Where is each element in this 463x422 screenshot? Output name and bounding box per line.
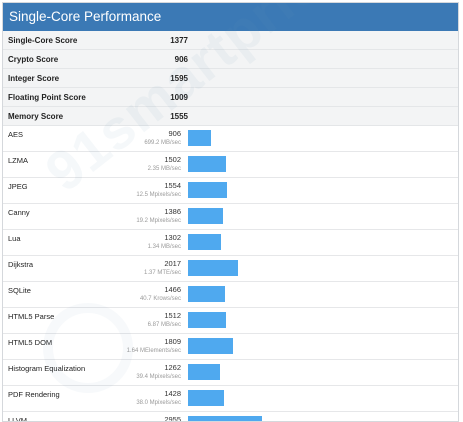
benchmark-name: HTML5 Parse <box>8 312 55 321</box>
benchmark-bar <box>188 312 226 328</box>
benchmark-row: Canny 1386 19.2 Mpixels/sec <box>3 204 458 230</box>
benchmark-score: 1386 <box>164 207 181 216</box>
benchmark-bar <box>188 130 211 146</box>
benchmark-row: HTML5 DOM 1809 1.64 MElements/sec <box>3 334 458 360</box>
benchmark-rate: 699.2 MB/sec <box>144 140 181 146</box>
benchmark-rate: 1.64 MElements/sec <box>126 348 181 354</box>
benchmark-score: 1502 <box>164 155 181 164</box>
benchmark-rate: 6.87 MB/sec <box>147 322 181 328</box>
summary-value: 1555 <box>170 111 188 121</box>
benchmark-name: JPEG <box>8 182 28 191</box>
summary-value: 1009 <box>170 92 188 102</box>
summary-row: Crypto Score 906 <box>3 50 458 69</box>
summary-value: 906 <box>174 54 188 64</box>
benchmark-name: SQLite <box>8 286 31 295</box>
summary-table: Single-Core Score 1377 Crypto Score 906 Inte… <box>3 31 458 126</box>
summary-label: Single-Core Score <box>8 35 78 45</box>
benchmark-name: AES <box>8 130 24 139</box>
benchmark-score: 1302 <box>164 233 181 242</box>
benchmark-row: PDF Rendering 1428 38.0 Mpixels/sec <box>3 386 458 412</box>
benchmark-bar <box>188 338 233 354</box>
benchmark-row: LLVM2955203.2 functions/sec <box>3 412 458 422</box>
summary-row: Memory Score 1555 <box>3 107 458 126</box>
benchmark-row: Dijkstra 2017 1.37 MTE/sec <box>3 256 458 282</box>
benchmark-name: Canny <box>8 208 30 217</box>
benchmark-bar <box>188 234 221 250</box>
summary-row: Floating Point Score 1009 <box>3 88 458 107</box>
benchmark-score: 1554 <box>164 181 181 190</box>
benchmark-bar <box>188 260 238 276</box>
benchmark-name: LLVM <box>8 416 28 422</box>
benchmark-score: 906 <box>168 129 181 138</box>
benchmark-name: PDF Rendering <box>8 390 60 399</box>
benchmark-bar <box>188 390 224 406</box>
benchmark-rate: 40.7 Krows/sec <box>139 296 181 302</box>
benchmark-bar <box>188 416 262 421</box>
benchmark-row: LZMA 1502 2.35 MB/sec <box>3 152 458 178</box>
benchmark-bar <box>188 286 225 302</box>
benchmark-row: Lua 1302 1.34 MB/sec <box>3 230 458 256</box>
benchmark-rate: 12.5 Mpixels/sec <box>136 192 181 198</box>
benchmark-row: AES 906 699.2 MB/sec <box>3 126 458 152</box>
benchmark-bar <box>188 364 220 380</box>
summary-value: 1377 <box>170 35 188 45</box>
summary-row: Integer Score 1595 <box>3 69 458 88</box>
benchmark-score: 2017 <box>164 259 181 268</box>
benchmark-rate: 38.0 Mpixels/sec <box>136 400 181 406</box>
benchmark-score: 1809 <box>164 337 181 346</box>
benchmark-row: Histogram Equalization 1262 39.4 Mpixels/s… <box>3 360 458 386</box>
benchmark-bar <box>188 208 223 224</box>
summary-label: Integer Score <box>8 73 60 83</box>
benchmark-row: SQLite 1466 40.7 Krows/sec <box>3 282 458 308</box>
benchmark-row: JPEG 1554 12.5 Mpixels/sec <box>3 178 458 204</box>
benchmark-score: 1428 <box>164 389 181 398</box>
summary-label: Crypto Score <box>8 54 59 64</box>
benchmark-score: 1512 <box>164 311 181 320</box>
benchmark-score: 2955 <box>164 415 181 422</box>
benchmark-name: LZMA <box>8 156 29 165</box>
summary-label: Floating Point Score <box>8 92 86 102</box>
panel-title: Single-Core Performance <box>3 3 458 31</box>
summary-row: Single-Core Score 1377 <box>3 31 458 50</box>
benchmark-table: AES 906 699.2 MB/sec LZMA 1502 2.35 MB/sec JPE… <box>3 126 458 422</box>
benchmark-rate: 1.34 MB/sec <box>147 244 181 250</box>
benchmark-score: 1262 <box>164 363 181 372</box>
benchmark-name: Dijkstra <box>8 260 34 269</box>
benchmark-name: Lua <box>8 234 21 243</box>
benchmark-name: HTML5 DOM <box>8 338 53 347</box>
benchmark-name: Histogram Equalization <box>8 364 86 373</box>
summary-value: 1595 <box>170 73 188 83</box>
summary-label: Memory Score <box>8 111 64 121</box>
benchmark-row: HTML5 Parse 1512 6.87 MB/sec <box>3 308 458 334</box>
benchmark-rate: 1.37 MTE/sec <box>143 270 181 276</box>
benchmark-bar <box>188 182 227 198</box>
benchmark-bar <box>188 156 226 172</box>
benchmark-rate: 19.2 Mpixels/sec <box>136 218 181 224</box>
benchmark-rate: 39.4 Mpixels/sec <box>136 374 181 380</box>
benchmark-rate: 2.35 MB/sec <box>147 166 181 172</box>
benchmark-score: 1466 <box>164 285 181 294</box>
